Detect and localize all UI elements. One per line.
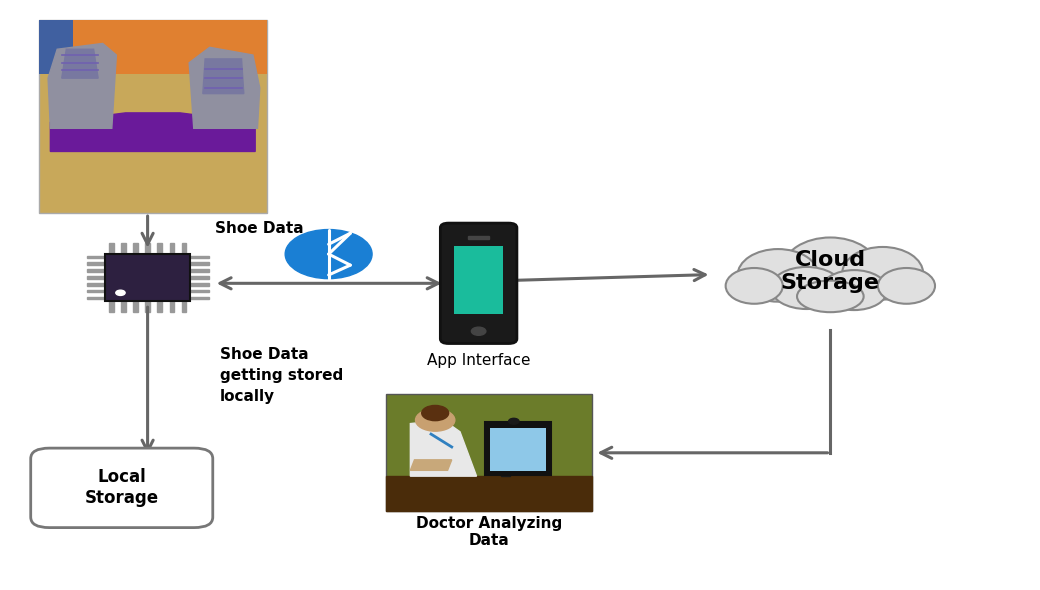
Polygon shape [203,59,243,94]
Bar [86,255,105,258]
Circle shape [422,405,448,421]
Bar [170,301,174,312]
FancyBboxPatch shape [485,422,551,475]
Bar [146,243,150,254]
Bar [190,276,209,279]
FancyBboxPatch shape [31,448,213,527]
Ellipse shape [771,267,842,309]
Bar [86,276,105,279]
Bar [501,467,510,476]
Circle shape [115,290,125,296]
Bar [38,20,73,74]
Text: Local
Storage: Local Storage [84,468,159,507]
Bar [190,269,209,272]
Polygon shape [411,460,451,470]
Text: Doctor Analyzing
Data: Doctor Analyzing Data [416,516,562,548]
Bar [190,283,209,286]
FancyBboxPatch shape [440,223,517,343]
Bar [86,263,105,265]
Bar [190,255,209,258]
Bar [157,243,162,254]
Bar [190,297,209,299]
Ellipse shape [726,268,783,304]
Circle shape [416,409,454,431]
Ellipse shape [797,281,863,312]
Bar [133,301,138,312]
Bar [86,297,105,299]
Text: App Interface: App Interface [426,353,530,368]
Bar [157,301,162,312]
Bar [190,263,209,265]
Polygon shape [411,420,476,476]
Polygon shape [48,44,116,128]
Bar [109,243,113,254]
Bar [86,283,105,286]
Bar [109,301,113,312]
Polygon shape [50,113,255,152]
Ellipse shape [737,249,818,301]
FancyBboxPatch shape [105,254,190,301]
Bar [38,20,266,74]
Ellipse shape [783,238,878,301]
Circle shape [509,418,519,424]
Bar [133,243,138,254]
Bar [182,301,186,312]
Ellipse shape [842,247,924,300]
Bar [468,236,489,240]
Circle shape [285,230,372,278]
FancyBboxPatch shape [454,245,503,314]
Bar [86,290,105,293]
Text: Shoe Data: Shoe Data [215,221,304,237]
Text: Shoe Data
getting stored
locally: Shoe Data getting stored locally [220,346,343,404]
Bar [121,243,126,254]
Polygon shape [189,47,260,128]
Bar [146,301,150,312]
Bar [86,269,105,272]
Ellipse shape [821,270,887,310]
Text: Cloud
Storage: Cloud Storage [781,250,880,293]
Polygon shape [61,49,98,78]
FancyBboxPatch shape [490,428,546,471]
Bar [182,243,186,254]
Bar [190,290,209,293]
Bar [121,301,126,312]
FancyBboxPatch shape [386,394,593,512]
Ellipse shape [878,268,935,304]
Bar [38,20,266,213]
Circle shape [471,327,486,335]
Bar [386,476,593,512]
Bar [170,243,174,254]
